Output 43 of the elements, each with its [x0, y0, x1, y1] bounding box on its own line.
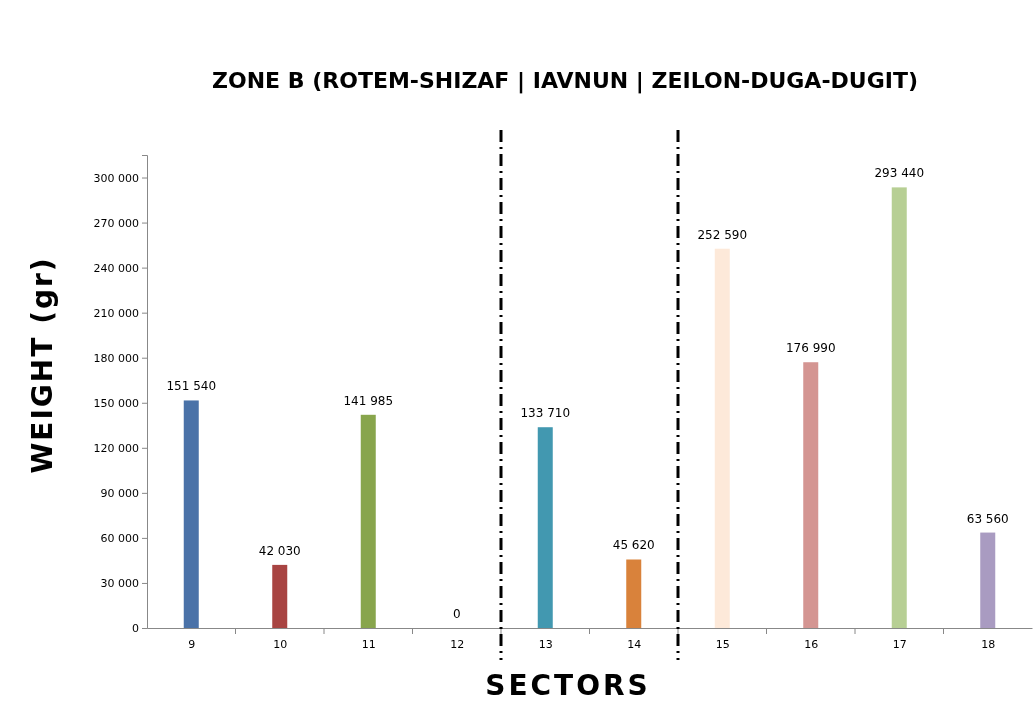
x-tick-label: 16: [804, 637, 819, 651]
bar: [803, 362, 819, 628]
y-tick-label: 270 000: [93, 216, 139, 230]
x-tick-label: 12: [450, 637, 465, 651]
data-label: 252 590: [697, 227, 748, 242]
x-tick-label: 17: [892, 637, 907, 651]
x-tick-label: 15: [715, 637, 730, 651]
x-tick-label: 11: [361, 637, 376, 651]
x-axis-title: SECTORS: [485, 669, 651, 702]
x-tick-label: 13: [538, 637, 553, 651]
y-tick-label: 240 000: [93, 261, 139, 275]
y-tick-label: 300 000: [93, 171, 139, 185]
data-label: 141 985: [343, 393, 394, 408]
data-label: 45 620: [612, 538, 655, 553]
y-tick-label: 120 000: [93, 441, 139, 455]
y-tick-label: 90 000: [100, 486, 139, 500]
bar: [626, 559, 642, 628]
data-label: 176 990: [785, 341, 836, 356]
y-tick-label: 30 000: [100, 576, 139, 590]
x-tick-label: 14: [627, 637, 642, 651]
data-label: 63 560: [966, 511, 1009, 526]
data-label: 0: [452, 607, 461, 621]
y-tick-label: 210 000: [93, 306, 139, 320]
bar: [272, 564, 288, 628]
y-tick-label: 60 000: [100, 531, 139, 545]
x-tick-label: 10: [273, 637, 288, 651]
bar: [714, 248, 730, 628]
x-tick-label: 9: [188, 637, 196, 651]
y-tick-label: 150 000: [93, 396, 139, 410]
y-axis-title: WEIGHT (gr): [26, 256, 59, 474]
bar: [183, 400, 199, 628]
bar: [537, 427, 553, 628]
bar: [360, 414, 376, 628]
y-tick-label: 180 000: [93, 351, 139, 365]
chart-title: ZONE B (ROTEM-SHIZAF | IAVNUN | ZEILON-DUGA-DUGIT): [212, 68, 918, 94]
data-label: 293 440: [874, 166, 925, 181]
bar: [891, 187, 907, 628]
data-label: 42 030: [258, 543, 301, 558]
bar: [980, 532, 996, 628]
data-label: 133 710: [520, 406, 571, 421]
x-tick-label: 18: [981, 637, 996, 651]
y-tick-label: 0: [132, 622, 139, 636]
data-label: 151 540: [166, 379, 217, 394]
